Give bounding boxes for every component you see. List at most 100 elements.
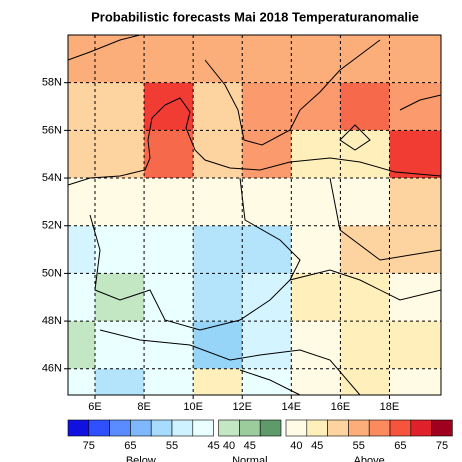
legend-swatch [130, 419, 152, 437]
map-frame [67, 34, 442, 396]
legend-group-label: Below [126, 455, 156, 462]
grid-cell [340, 35, 390, 83]
coastline [399, 94, 442, 111]
grid-cell [94, 368, 145, 395]
grid-cell [340, 368, 390, 395]
grid-cell [389, 225, 441, 274]
grid-cell [340, 130, 390, 179]
grid-cell [68, 82, 95, 131]
legend-swatch [285, 419, 308, 437]
grid-cell [291, 178, 341, 226]
legend-group-label: Above [354, 455, 385, 462]
grid-cell [291, 82, 341, 131]
legend-swatch [109, 419, 131, 437]
y-tick-label: 56N [42, 124, 62, 136]
grid-cell [242, 82, 292, 131]
legend-swatch [410, 419, 432, 437]
grid-cell [340, 225, 390, 274]
grid-cell [94, 35, 145, 83]
y-tick-label: 52N [42, 220, 62, 232]
legend-group-label: Normal [232, 455, 267, 462]
x-tick-label: 18E [380, 401, 400, 413]
grid-cell [94, 130, 145, 179]
border [99, 329, 361, 396]
border [239, 177, 301, 281]
grid-cell [340, 178, 390, 226]
coastline [67, 34, 141, 61]
legend-swatch [348, 419, 370, 437]
border [329, 177, 442, 261]
grid-cell [193, 35, 243, 83]
grid-cell [94, 178, 145, 226]
coastlines [67, 34, 442, 396]
legend-swatch [239, 419, 261, 437]
x-tick-label: 6E [88, 401, 101, 413]
grid-cell [144, 82, 194, 131]
y-tick-label: 48N [42, 315, 62, 327]
y-tick-label: 58N [42, 77, 62, 89]
grid-cell [291, 273, 341, 322]
legend-swatch [67, 419, 90, 437]
grid-cell [242, 178, 292, 226]
grid-cell [193, 178, 243, 226]
grid-cell [389, 130, 441, 179]
grid-cell [193, 321, 243, 369]
legend-swatch [218, 419, 240, 437]
grid-cell [94, 82, 145, 131]
grid-cell [389, 82, 441, 131]
grid-layer [68, 35, 441, 395]
x-tick-label: 8E [137, 401, 150, 413]
grid-cell [68, 273, 95, 322]
grid-cell [144, 368, 194, 395]
grid-cell [193, 82, 243, 131]
legend-swatch [327, 419, 349, 437]
grid-cell [94, 225, 145, 274]
grid-cell [68, 321, 95, 369]
grid-cell [68, 225, 95, 274]
legend-swatch [259, 419, 282, 437]
grid-cell [144, 178, 194, 226]
grid-cell [389, 321, 441, 369]
y-tick-label: 50N [42, 267, 62, 279]
legend-tick-label: 45 [244, 440, 256, 452]
grid-cell [389, 178, 441, 226]
grid-cell [94, 321, 145, 369]
grid-cell [389, 368, 441, 395]
legend-swatch [150, 419, 173, 437]
legend-swatch [88, 419, 110, 437]
grid-cell [193, 273, 243, 322]
legend-swatch [389, 419, 412, 437]
grid-cell [242, 225, 292, 274]
legend-tick-label: 45 [311, 440, 323, 452]
coastline [67, 97, 442, 186]
legend-swatch [306, 419, 328, 437]
grid-cell [389, 273, 441, 322]
cell-layer [68, 35, 441, 395]
grid-cell [193, 130, 243, 179]
legend-tick-label: 55 [353, 440, 365, 452]
grid-cell [340, 273, 390, 322]
legend-tick-label: 40 [223, 440, 235, 452]
grid-cell [242, 130, 292, 179]
grid-cell [389, 35, 441, 83]
grid-cell [144, 130, 194, 179]
x-tick-label: 12E [232, 401, 252, 413]
coastline [239, 369, 301, 396]
x-tick-label: 10E [183, 401, 203, 413]
y-tick-label: 46N [42, 363, 62, 375]
grid-cell [340, 321, 390, 369]
legend-swatch [192, 419, 214, 437]
legend-tick-label: 65 [124, 440, 136, 452]
grid-cell [68, 368, 95, 395]
grid-cell [144, 35, 194, 83]
border [89, 214, 442, 331]
legend-tick-label: 45 [207, 440, 219, 452]
grid-cell [340, 82, 390, 131]
grid-cell [242, 35, 292, 83]
legend-tick-label: 75 [83, 440, 95, 452]
chart-title: Probabilistic forecasts Mai 2018 Tempera… [91, 9, 419, 24]
grid-cell [291, 35, 341, 83]
x-tick-label: 16E [331, 401, 351, 413]
